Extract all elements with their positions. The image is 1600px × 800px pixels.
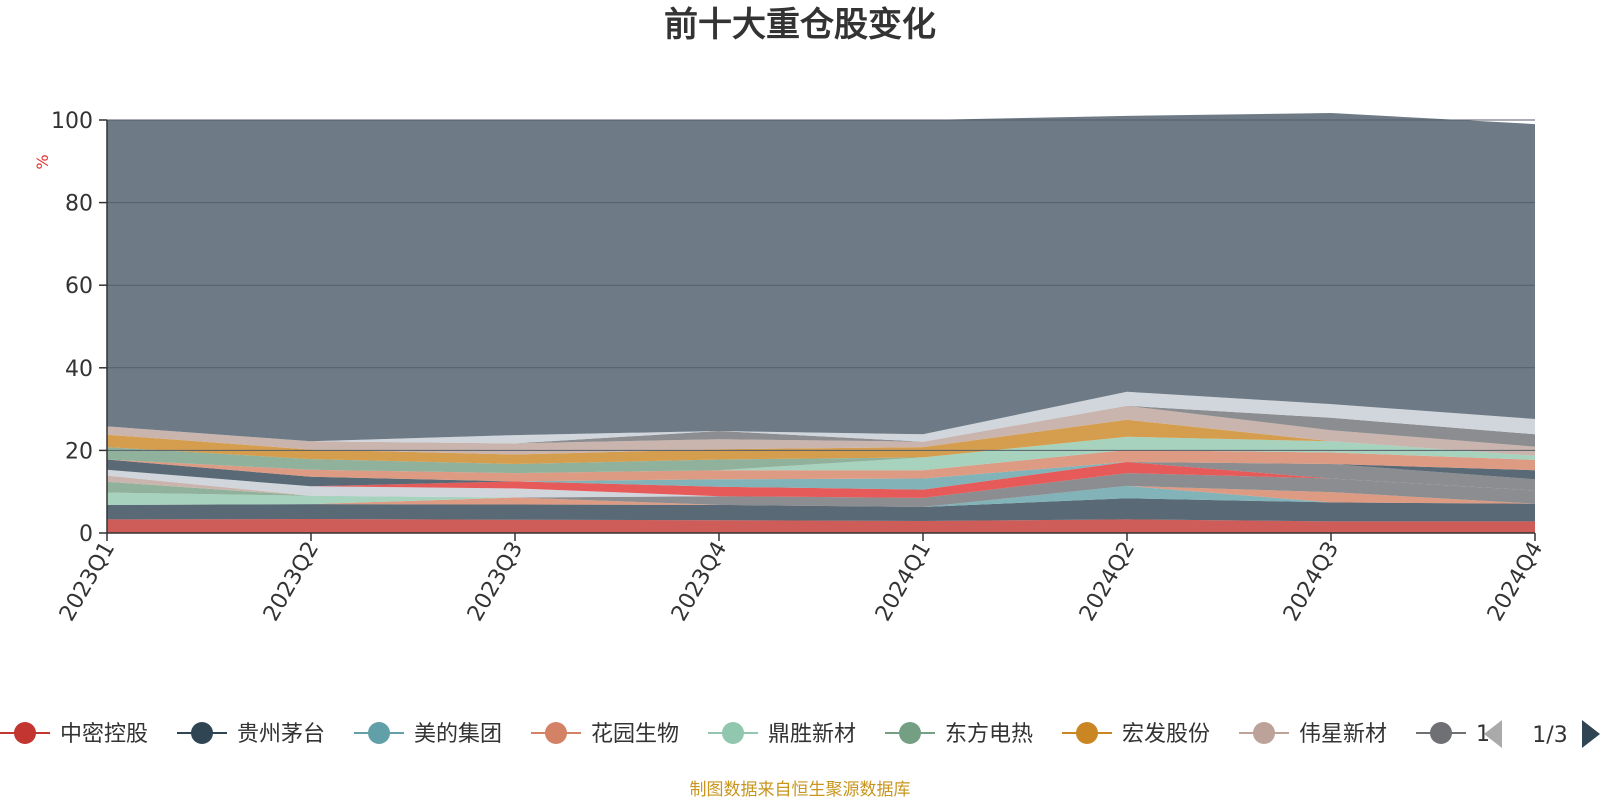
legend-pager[interactable]: 1/3 bbox=[1484, 720, 1600, 748]
legend-item[interactable]: 贵州茅台 bbox=[177, 722, 325, 747]
area-21 bbox=[107, 405, 1535, 447]
legend-label: 中密控股 bbox=[60, 722, 148, 747]
area-23 bbox=[107, 113, 1535, 442]
x-tick-label: 2024Q2 bbox=[1075, 538, 1140, 626]
legend-label-truncated: 1 bbox=[1476, 722, 1490, 747]
x-tick-label: 2023Q1 bbox=[55, 538, 120, 626]
area-11 bbox=[107, 469, 1535, 498]
area-4 bbox=[107, 485, 1535, 507]
area-12 bbox=[107, 462, 1535, 498]
legend-marker bbox=[722, 722, 744, 744]
x-tick-label: 2024Q1 bbox=[871, 538, 936, 626]
x-tick-label: 2024Q4 bbox=[1483, 538, 1548, 626]
area-17 bbox=[107, 436, 1535, 474]
data-source-note: 制图数据来自恒生聚源数据库 bbox=[690, 780, 911, 800]
legend-label: 美的集团 bbox=[414, 722, 502, 747]
area-16 bbox=[107, 450, 1535, 482]
chart-title: 前十大重仓股变化 bbox=[664, 5, 936, 45]
x-tick-label: 2023Q3 bbox=[463, 538, 528, 626]
legend-marker bbox=[545, 722, 567, 744]
legend-item[interactable]: 鼎胜新材 bbox=[708, 722, 856, 747]
area-20 bbox=[107, 405, 1535, 456]
legend-marker bbox=[191, 722, 213, 744]
area-1 bbox=[107, 519, 1535, 533]
area-layers bbox=[107, 113, 1535, 533]
area-22 bbox=[107, 391, 1535, 444]
y-tick-label: 80 bbox=[65, 192, 93, 217]
legend-marker bbox=[1253, 722, 1275, 744]
legend-marker bbox=[899, 722, 921, 744]
area-2 bbox=[107, 498, 1535, 522]
legend-label: 东方电热 bbox=[945, 722, 1033, 747]
legend-marker bbox=[1076, 722, 1098, 744]
legend-marker bbox=[1430, 722, 1452, 744]
x-tick-label: 2023Q2 bbox=[259, 538, 324, 626]
legend-label: 宏发股份 bbox=[1122, 722, 1210, 747]
area-18 bbox=[107, 436, 1535, 474]
x-tick-label: 2023Q4 bbox=[667, 538, 732, 626]
y-tick-label: 40 bbox=[65, 357, 93, 382]
area-3 bbox=[107, 485, 1535, 507]
area-9 bbox=[107, 473, 1535, 507]
y-tick-label: 60 bbox=[65, 274, 93, 299]
grid-lines bbox=[107, 119, 1535, 451]
legend-item[interactable]: 花园生物 bbox=[531, 722, 679, 747]
legend[interactable]: 中密控股 贵州茅台 美的集团 花园生物 鼎胜新材 东方电热 宏发股份 伟星新材 1 bbox=[0, 722, 1490, 747]
legend-item[interactable]: 美的集团 bbox=[354, 722, 502, 747]
legend-label: 鼎胜新材 bbox=[768, 722, 856, 747]
legend-item[interactable]: 宏发股份 bbox=[1062, 722, 1210, 747]
legend-label: 花园生物 bbox=[591, 722, 679, 747]
area-19 bbox=[107, 419, 1535, 464]
legend-next-icon[interactable] bbox=[1582, 720, 1600, 748]
legend-marker bbox=[14, 722, 36, 744]
legend-item[interactable]: 伟星新材 bbox=[1239, 722, 1387, 747]
y-tick-label: 100 bbox=[51, 109, 93, 134]
area-14 bbox=[107, 462, 1535, 490]
y-tick-label: 0 bbox=[79, 522, 93, 547]
legend-label: 贵州茅台 bbox=[237, 722, 325, 747]
legend-page-indicator: 1/3 bbox=[1532, 723, 1567, 748]
legend-item[interactable]: 中密控股 bbox=[0, 722, 148, 747]
y-tick-label: 20 bbox=[65, 439, 93, 464]
legend-label: 伟星新材 bbox=[1299, 722, 1387, 747]
legend-marker bbox=[368, 722, 390, 744]
x-tick-label: 2024Q3 bbox=[1279, 538, 1344, 626]
legend-item[interactable]: 东方电热 bbox=[885, 722, 1033, 747]
y-axis-unit: % bbox=[33, 154, 52, 169]
legend-prev-icon[interactable] bbox=[1484, 720, 1502, 748]
legend-item[interactable]: 1 bbox=[1416, 722, 1490, 747]
